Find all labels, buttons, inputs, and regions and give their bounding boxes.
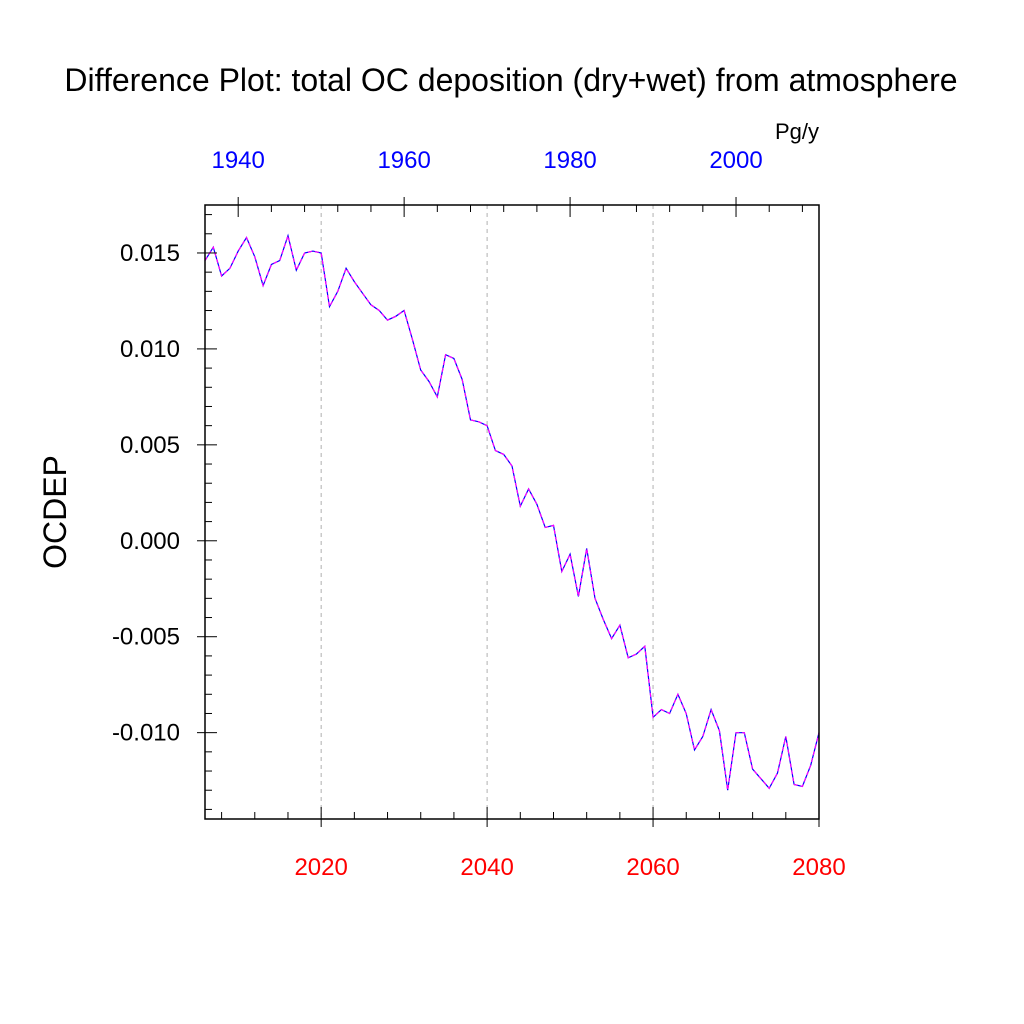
x-tick-label-bottom: 2080 xyxy=(792,854,845,881)
y-tick-label: -0.005 xyxy=(112,624,180,651)
y-tick-label: 0.010 xyxy=(120,336,180,363)
chart-title: Difference Plot: total OC deposition (dr… xyxy=(64,62,957,98)
tick-labels: 2020 2040 2060 2080 1940 1960 1980 2000 0.015 0.0… xyxy=(112,147,846,881)
y-tick-label: -0.010 xyxy=(112,720,180,747)
x-tick-label-top: 1940 xyxy=(211,147,264,174)
x-tick-label-bottom: 2040 xyxy=(460,854,513,881)
units-label: Pg/y xyxy=(775,119,819,144)
x-tick-label-top: 2000 xyxy=(709,147,762,174)
x-tick-label-top: 1980 xyxy=(543,147,596,174)
x-tick-label-top: 1960 xyxy=(377,147,430,174)
data-series xyxy=(204,233,820,791)
y-tick-label: 0.005 xyxy=(120,432,180,459)
x-tick-label-bottom: 2060 xyxy=(626,854,679,881)
axis-ticks xyxy=(197,197,820,827)
gridlines xyxy=(320,205,654,819)
x-tick-label-bottom: 2020 xyxy=(294,854,347,881)
y-tick-label: 0.015 xyxy=(120,240,180,267)
series-line-overlay xyxy=(204,233,820,791)
plot-frame xyxy=(204,204,820,820)
y-axis-label: OCDEP xyxy=(37,455,73,569)
y-tick-label: 0.000 xyxy=(120,528,180,555)
